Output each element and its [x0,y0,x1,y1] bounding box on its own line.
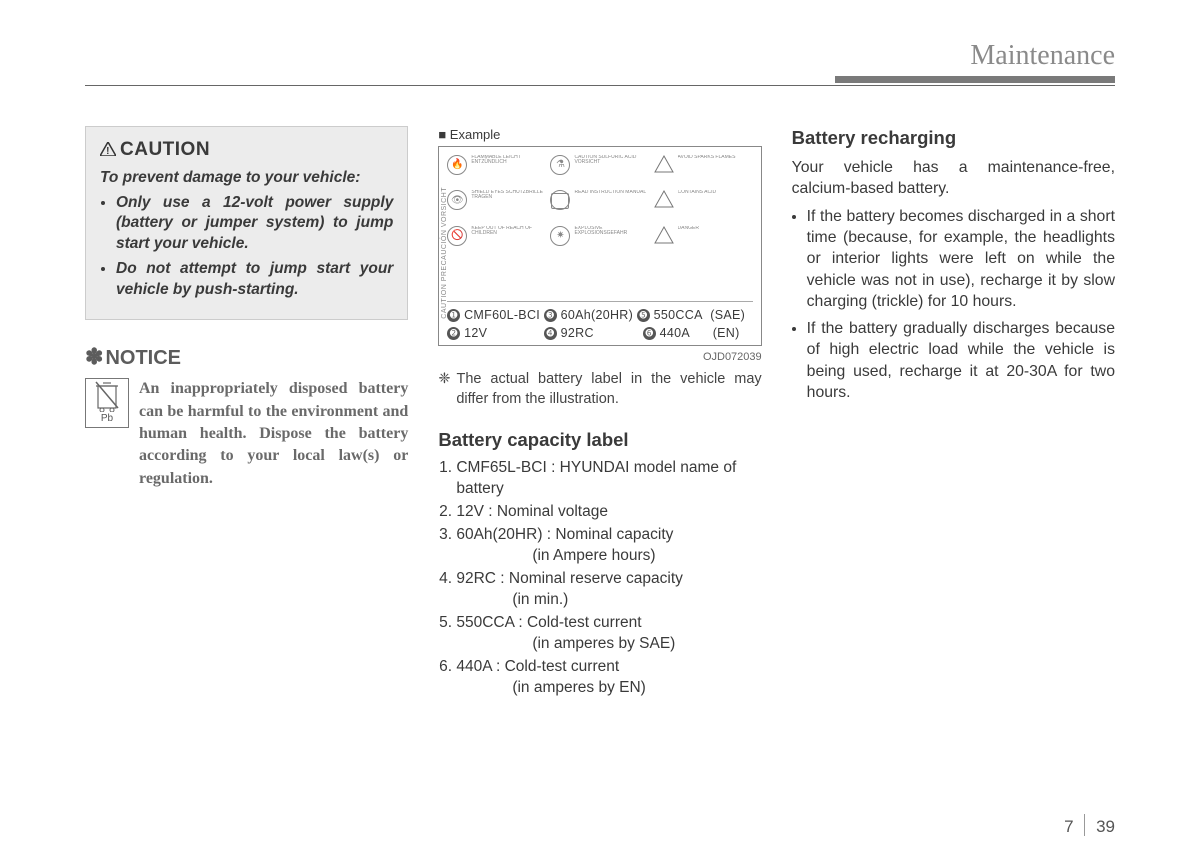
list-item: 60Ah(20HR) : Nominal capacity (in Ampere … [456,525,761,567]
notice-body: Pb An inappropriately disposed battery c… [85,378,408,490]
label-text: READ INSTRUCTION MANUAL [574,190,649,223]
notice-heading: ✽NOTICE [85,342,408,372]
image-note: ❈ The actual battery label in the vehicle… [438,370,761,409]
recharging-heading: Battery recharging [792,126,1115,151]
label-value: CMF60L-BCI [464,308,540,322]
explosive-icon: ✷ [550,226,570,246]
label-row-1: ➊ CMF60L-BCI ➌ 60Ah(20HR) ➎ 550CCA (SAE) [447,306,752,325]
list-item: 12V : Nominal voltage [456,502,761,523]
page-number: 39 [1096,817,1115,836]
caution-box: ! CAUTION To prevent damage to your vehi… [85,126,408,320]
page-footer: 7 39 [1064,814,1115,837]
image-note-text: The actual battery label in the vehicle … [456,371,761,407]
list-item: 92RC : Nominal reserve capacity (in min.) [456,569,761,611]
manual-icon [550,190,570,210]
snowflake-icon: ❈ [438,371,450,387]
side-caution-label: CAUTION PRECAUCIÓN VORSICHT [440,187,449,319]
list-item: If the battery gradually discharges beca… [807,318,1115,403]
label-value: 12V [464,326,487,340]
list-item: 440A : Cold-test current (in amperes by E… [456,657,761,699]
list-item: CMF65L-BCI : HYUNDAI model name of batte… [456,458,761,500]
caution-list: Only use a 12-volt power supply (battery… [100,193,393,302]
capacity-heading: Battery capacity label [438,428,761,453]
label-icon-grid: 🔥 FLAMMABLE LEICHT ENTZÜNDLICH ⚗ CAUTION… [447,155,752,295]
warning-triangle-icon: ! [100,138,116,164]
caution-title: CAUTION [120,139,210,160]
label-unit: (SAE) [710,308,745,322]
recharging-list: If the battery becomes discharged in a s… [792,206,1115,404]
item-text: 92RC : Nominal reserve capacity [456,570,683,587]
content-columns: ! CAUTION To prevent damage to your vehi… [85,126,1115,701]
label-data-rows: ➊ CMF60L-BCI ➌ 60Ah(20HR) ➎ 550CCA (SAE)… [447,301,752,344]
label-text: SHIELD EYES SCHUTZBRILLE TRAGEN [471,190,546,223]
label-text: CONTAINS ACID [678,190,753,223]
list-item: If the battery becomes discharged in a s… [807,206,1115,313]
item-sub: (in Ampere hours) [456,546,761,567]
image-code: OJD072039 [438,350,761,365]
header-accent-bar [835,76,1115,83]
circled-6: ➏ [643,327,656,340]
battery-label-illustration: CAUTION PRECAUCIÓN VORSICHT 🔥 FLAMMABLE … [438,146,761,346]
column-left: ! CAUTION To prevent damage to your vehi… [85,126,408,701]
item-sub: (in min.) [456,590,761,611]
no-flame-icon: ⚗ [550,155,570,175]
eye-shield-icon: 👁 [447,190,467,210]
recycle-bin-icon: Pb [85,378,129,428]
label-row-2: ➋ 12V ➍ 92RC ➏ 440A (EN) [447,324,752,343]
capacity-list: CMF65L-BCI : HYUNDAI model name of batte… [438,458,761,698]
keep-away-icon: 🚫 [447,226,467,246]
label-text: DANGER [678,226,753,259]
page: Maintenance ! CAUTION To prevent damage … [0,0,1200,861]
label-value: 550CCA [654,308,703,322]
notice-text: An inappropriately disposed battery can … [139,378,408,490]
no-flame-icon: 🔥 [447,155,467,175]
example-tag: ■ Example [438,126,761,144]
label-text: CAUTION SULFURIC ACID VORSICHT [574,155,649,188]
svg-text:!: ! [106,146,110,156]
recharging-intro: Your vehicle has a maintenance-free, cal… [792,157,1115,200]
circled-3: ➌ [544,309,557,322]
label-text: FLAMMABLE LEICHT ENTZÜNDLICH [471,155,546,188]
footer-divider [1084,814,1085,836]
label-value: 92RC [561,326,594,340]
notice-title: NOTICE [105,347,181,369]
column-right: Battery recharging Your vehicle has a ma… [792,126,1115,701]
page-header: Maintenance [85,40,1115,86]
list-item: 550CCA : Cold-test current (in amperes by… [456,613,761,655]
item-text: 60Ah(20HR) : Nominal capacity [456,526,673,543]
label-text: EXPLOSIVE EXPLOSIONSGEFAHR [574,226,649,259]
label-text: AVOID SPARKS FLAMES [678,155,753,188]
circled-4: ➍ [544,327,557,340]
label-text: KEEP OUT OF REACH OF CHILDREN [471,226,546,259]
item-text: CMF65L-BCI : HYUNDAI model name of batte… [456,459,736,497]
caution-item: Only use a 12-volt power supply (battery… [116,193,393,256]
item-text: 550CCA : Cold-test current [456,614,641,631]
section-title: Maintenance [970,40,1115,76]
caution-heading: ! CAUTION [100,137,393,164]
label-value: 60Ah(20HR) [561,308,633,322]
chapter-number: 7 [1064,817,1073,836]
label-value: 440A [660,326,690,340]
item-sub: (in amperes by SAE) [456,634,761,655]
item-text: 12V : Nominal voltage [456,503,608,520]
pb-label: Pb [101,412,113,426]
caution-item: Do not attempt to jump start your vehicl… [116,259,393,301]
label-unit: (EN) [713,326,740,340]
asterisk-icon: ✽ [85,344,103,369]
item-text: 440A : Cold-test current [456,658,619,675]
caution-subtitle: To prevent damage to your vehicle: [100,168,393,189]
item-sub: (in amperes by EN) [456,678,761,699]
circled-2: ➋ [447,327,460,340]
circled-5: ➎ [637,309,650,322]
column-middle: ■ Example CAUTION PRECAUCIÓN VORSICHT 🔥 … [438,126,761,701]
